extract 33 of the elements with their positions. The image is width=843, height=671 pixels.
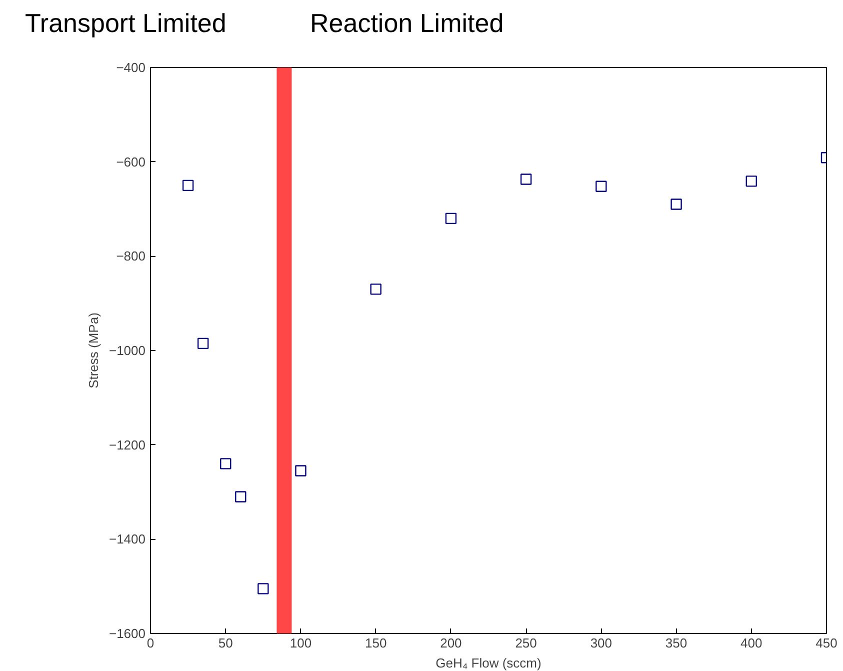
x-tick-label: 150 bbox=[364, 636, 387, 650]
x-tick-label: 350 bbox=[665, 636, 688, 650]
y-tick-label: −1000 bbox=[108, 343, 146, 358]
point bbox=[235, 491, 246, 502]
text: Transport Limited bbox=[25, 7, 228, 40]
y-tick-label: −1600 bbox=[108, 626, 146, 641]
point bbox=[596, 180, 607, 192]
point bbox=[746, 176, 757, 187]
y-tick-label: −800 bbox=[116, 248, 146, 264]
x-tick-label: 300 bbox=[590, 636, 612, 650]
y-tick-label: −1400 bbox=[108, 532, 146, 547]
y-tick-label: −600 bbox=[116, 154, 146, 170]
point bbox=[370, 284, 382, 295]
point bbox=[295, 465, 306, 476]
point bbox=[197, 338, 209, 350]
text: Reaction Limited bbox=[310, 7, 505, 40]
x-tick-label: 450 bbox=[816, 636, 838, 650]
x-axis-title: GeH₄ Flow (sccm) bbox=[436, 656, 542, 670]
x-tick-label: 200 bbox=[440, 636, 462, 650]
point bbox=[670, 198, 682, 210]
x-tick-label: 100 bbox=[290, 636, 312, 650]
x-tick-label: 0 bbox=[146, 636, 154, 650]
point bbox=[258, 583, 269, 594]
x-tick-label: 400 bbox=[740, 636, 762, 650]
point bbox=[182, 180, 194, 192]
y-axis-title: Stress (MPa) bbox=[86, 312, 101, 388]
point bbox=[220, 458, 232, 470]
x-tick-label: 50 bbox=[218, 636, 233, 650]
point bbox=[520, 174, 532, 185]
y-tick-label: −1200 bbox=[108, 437, 146, 452]
y-tick-label: −400 bbox=[116, 60, 146, 75]
point bbox=[445, 212, 457, 224]
x-tick-label: 250 bbox=[515, 636, 537, 650]
